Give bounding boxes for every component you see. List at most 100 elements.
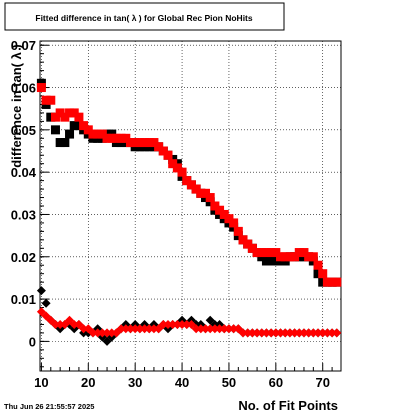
data-point bbox=[299, 248, 309, 258]
data-point bbox=[79, 121, 89, 131]
data-point bbox=[243, 328, 253, 338]
data-point bbox=[36, 83, 46, 93]
data-point bbox=[69, 319, 79, 329]
data-point bbox=[280, 328, 290, 338]
x-axis: 10 20 30 40 50 60 70 bbox=[34, 363, 333, 390]
data-point bbox=[219, 209, 229, 219]
y-tick-label: 0.06 bbox=[11, 81, 36, 96]
data-point bbox=[247, 243, 257, 253]
data-point bbox=[276, 252, 286, 262]
x-tick-label: 20 bbox=[81, 375, 95, 390]
data-point bbox=[46, 112, 56, 122]
data-point bbox=[261, 248, 271, 258]
data-point bbox=[271, 248, 281, 258]
data-point bbox=[102, 328, 112, 338]
timestamp: Thu Jun 26 21:55:57 2025 bbox=[4, 402, 94, 411]
x-tick-label: 60 bbox=[269, 375, 283, 390]
data-point bbox=[271, 328, 281, 338]
data-point bbox=[140, 138, 150, 148]
data-point bbox=[168, 319, 178, 329]
data-point bbox=[313, 269, 323, 279]
chart-title: Fitted difference in tan( λ ) for Global… bbox=[35, 13, 253, 23]
data-point bbox=[238, 235, 248, 245]
data-point bbox=[135, 324, 145, 334]
data-point bbox=[257, 248, 267, 258]
data-point bbox=[191, 184, 201, 194]
x-tick-label: 50 bbox=[222, 375, 236, 390]
data-point bbox=[65, 129, 75, 139]
data-point bbox=[210, 324, 220, 334]
data-point bbox=[69, 121, 79, 131]
data-point bbox=[65, 108, 75, 118]
data-point bbox=[116, 133, 126, 143]
data-point bbox=[285, 252, 295, 262]
data-point bbox=[196, 188, 206, 198]
data-point bbox=[308, 252, 318, 262]
data-point bbox=[290, 252, 300, 262]
data-point bbox=[107, 133, 117, 143]
data-point bbox=[97, 328, 107, 338]
data-point bbox=[229, 218, 239, 228]
data-markers bbox=[36, 78, 342, 346]
data-point bbox=[257, 328, 267, 338]
data-point bbox=[41, 95, 51, 105]
data-point bbox=[313, 328, 323, 338]
data-point bbox=[163, 150, 173, 160]
data-point bbox=[154, 142, 164, 152]
data-point bbox=[125, 324, 135, 334]
data-point bbox=[60, 112, 70, 122]
data-point bbox=[140, 324, 150, 334]
data-point bbox=[318, 328, 328, 338]
data-point bbox=[261, 256, 271, 266]
data-point bbox=[191, 324, 201, 334]
data-point bbox=[50, 319, 60, 329]
data-point bbox=[111, 133, 121, 143]
title-box bbox=[4, 2, 285, 31]
data-point bbox=[107, 328, 117, 338]
grid bbox=[40, 41, 341, 371]
data-point bbox=[41, 298, 51, 308]
data-point bbox=[177, 319, 187, 329]
data-point bbox=[158, 146, 168, 156]
plot-frame bbox=[39, 40, 342, 372]
x-axis-title: No. of Fit Points bbox=[238, 398, 338, 413]
y-tick-label: 0.07 bbox=[11, 38, 36, 53]
data-point bbox=[205, 193, 215, 203]
data-point bbox=[215, 205, 225, 215]
data-point bbox=[304, 252, 314, 262]
data-point bbox=[196, 324, 206, 334]
data-point bbox=[219, 324, 229, 334]
data-point bbox=[163, 319, 173, 329]
data-point bbox=[294, 328, 304, 338]
y-tick-label: 0.02 bbox=[11, 250, 36, 265]
data-point bbox=[261, 328, 271, 338]
data-point bbox=[182, 319, 192, 329]
data-point bbox=[276, 328, 286, 338]
x-tick-label: 30 bbox=[128, 375, 142, 390]
data-point bbox=[69, 108, 79, 118]
data-point bbox=[55, 108, 65, 118]
data-point bbox=[186, 180, 196, 190]
data-point bbox=[327, 328, 337, 338]
data-point bbox=[172, 163, 182, 173]
data-point bbox=[97, 129, 107, 139]
data-point bbox=[233, 226, 243, 236]
data-point bbox=[224, 214, 234, 224]
y-tick-label: 0.03 bbox=[11, 207, 36, 222]
data-point bbox=[229, 324, 239, 334]
data-point bbox=[144, 324, 154, 334]
data-point bbox=[130, 324, 140, 334]
data-point bbox=[79, 324, 89, 334]
data-point bbox=[243, 239, 253, 249]
x-tick-label: 40 bbox=[175, 375, 189, 390]
data-point bbox=[36, 286, 46, 296]
data-point bbox=[266, 248, 276, 258]
series-3 bbox=[36, 307, 342, 338]
data-point bbox=[121, 133, 131, 143]
data-point bbox=[215, 324, 225, 334]
data-point bbox=[205, 324, 215, 334]
data-point bbox=[327, 277, 337, 287]
data-point bbox=[168, 159, 178, 169]
series-1 bbox=[36, 83, 342, 287]
data-point bbox=[46, 95, 56, 105]
